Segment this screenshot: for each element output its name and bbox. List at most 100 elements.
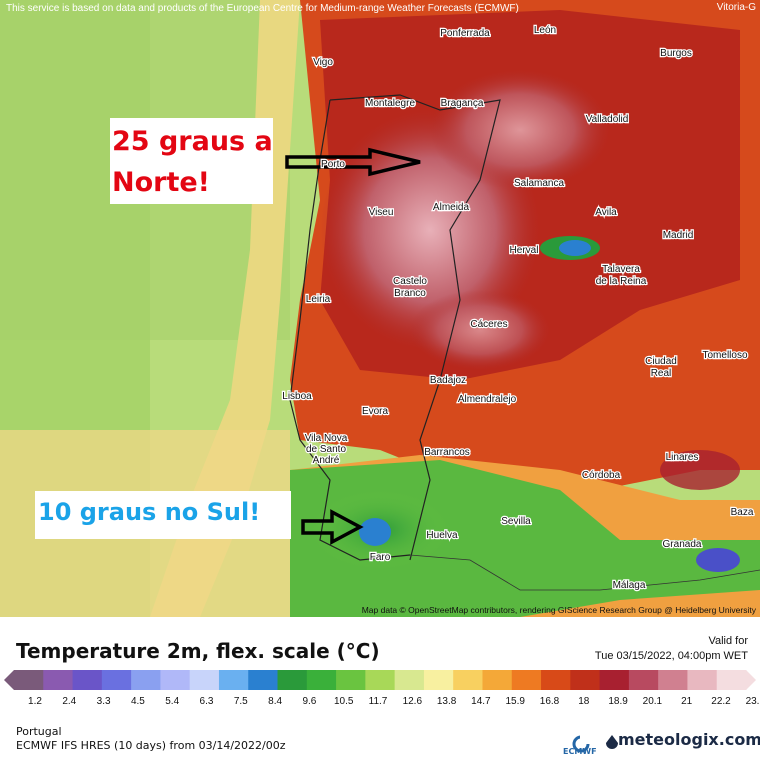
color-scale-tick-label: 8.4 <box>268 696 283 707</box>
color-scale-segment <box>306 670 337 690</box>
color-scale-tick-label: 9.6 <box>302 696 317 707</box>
legend-panel: Temperature 2m, flex. scale (°C) Valid f… <box>0 617 760 760</box>
color-scale-bar <box>4 670 756 690</box>
meteologix-logo-icon <box>606 735 618 749</box>
city-label: Linares <box>666 452 699 463</box>
city-label: Burgos <box>660 48 692 59</box>
color-scale-tick-label: 10.5 <box>333 696 354 707</box>
color-scale-tick-label: 4.5 <box>130 696 145 707</box>
color-scale-tick-label: 6.3 <box>199 696 214 707</box>
color-scale-tick-label: 18.9 <box>608 696 628 707</box>
ecmwf-logo-icon <box>572 735 599 753</box>
city-label: de Santo <box>306 444 346 455</box>
color-scale-segment <box>189 670 220 690</box>
color-scale-segment <box>570 670 601 690</box>
color-scale-segment <box>277 670 308 690</box>
color-scale-tick-label: 2.4 <box>62 696 77 707</box>
city-label: Córdoba <box>582 470 621 481</box>
city-label: Porto <box>321 159 345 170</box>
color-scale-segment <box>453 670 483 690</box>
city-label: Baza <box>731 507 754 518</box>
brand-text: meteologix.com <box>618 730 760 749</box>
color-scale-min-arrow <box>4 670 14 690</box>
color-scale-segment <box>599 670 630 690</box>
color-scale-segment <box>541 670 571 690</box>
color-scale-segment <box>72 670 103 690</box>
color-scale-segment <box>658 670 688 690</box>
color-scale-tick-label: 13.8 <box>436 696 457 707</box>
temperature-map[interactable]: Ponferrada León Burgos Vigo Montalegre Bragan… <box>0 0 760 617</box>
city-label: Almeida <box>433 202 470 213</box>
color-scale-tick-label: 18 <box>578 696 590 707</box>
color-scale-segment <box>482 670 513 690</box>
city-label: Granada <box>663 539 702 550</box>
city-label: Avila <box>595 207 617 218</box>
city-label: Herval <box>510 245 539 256</box>
color-scale-tick-label: 1.2 <box>28 696 42 707</box>
color-scale-tick-label: 21 <box>681 696 693 707</box>
city-label: Montalegre <box>365 98 415 109</box>
color-scale-tick-label: 22.2 <box>711 696 731 707</box>
city-label: León <box>534 25 556 36</box>
valid-label: Valid for <box>708 635 748 647</box>
city-label: Almendralejo <box>458 394 517 405</box>
city-label: Real <box>651 368 672 379</box>
color-scale-tick-label: 20.1 <box>642 696 663 707</box>
color-scale-segment <box>131 670 161 690</box>
north-annotation-box <box>110 118 273 204</box>
color-scale-tick-label: 7.5 <box>233 696 248 707</box>
region-label: Portugal <box>16 725 62 738</box>
color-scale-segment <box>687 670 718 690</box>
color-scale-segment <box>160 670 191 690</box>
color-scale-tick-label: 3.3 <box>96 696 111 707</box>
color-scale-segment <box>365 670 396 690</box>
city-label: Tomelloso <box>702 350 747 361</box>
corner-city-label: Vitoria-G <box>716 2 756 13</box>
city-label: Vigo <box>313 57 333 68</box>
color-scale-tick-label: 14.7 <box>471 696 491 707</box>
city-label: Salamanca <box>514 178 564 189</box>
map-canvas: Ponferrada León Burgos Vigo Montalegre Bragan… <box>0 0 760 617</box>
brand-label[interactable]: meteologix.com <box>608 730 760 749</box>
city-label: Badajoz <box>430 375 466 386</box>
city-label: Branco <box>394 288 426 299</box>
legend-title: Temperature 2m, flex. scale (°C) <box>16 639 380 663</box>
city-label: Castelo <box>393 276 427 287</box>
city-label: Vila Nova <box>305 433 348 444</box>
city-label: Viseu <box>369 207 394 218</box>
ecmwf-label: ECMWF <box>563 747 597 756</box>
city-label: Huelva <box>426 530 458 541</box>
city-label: Leiria <box>306 294 331 305</box>
map-attribution[interactable]: Map data © OpenStreetMap contributors, r… <box>361 605 756 615</box>
city-label: de la Reina <box>596 276 647 287</box>
city-label: Lisboa <box>282 391 312 402</box>
color-scale-segment <box>336 670 366 690</box>
color-scale-segment <box>14 670 44 690</box>
north-annotation: 25 graus a Norte! <box>112 126 273 198</box>
city-label: Ponferrada <box>440 28 490 39</box>
color-scale-segment <box>423 670 454 690</box>
color-scale-segment <box>628 670 659 690</box>
south-annotation-box <box>35 491 291 539</box>
city-label: Faro <box>370 552 391 563</box>
color-scale-tick-label: 11.7 <box>368 696 388 707</box>
north-arrow <box>285 147 421 177</box>
color-scale-segment <box>716 670 747 690</box>
city-label: Evora <box>362 406 389 417</box>
color-scale-max-arrow <box>746 670 756 690</box>
city-label: Bragança <box>441 98 484 109</box>
south-arrow <box>301 509 364 545</box>
city-label: Madrid <box>663 230 694 241</box>
color-scale-tick-label: 5.4 <box>165 696 180 707</box>
city-labels: Ponferrada León Burgos Vigo Montalegre Bragan… <box>281 24 755 593</box>
color-scale-segment <box>248 670 279 690</box>
data-notice: This service is based on data and produc… <box>6 3 519 14</box>
city-label: Málaga <box>613 580 646 591</box>
color-scale-tick-label: 16.8 <box>539 696 560 707</box>
color-scale-segment <box>218 670 249 690</box>
color-scale-segment <box>394 670 425 690</box>
city-label: Barrancos <box>424 447 470 458</box>
city-label: Ciudad <box>645 356 677 367</box>
color-scale-segment <box>43 670 74 690</box>
south-annotation: 10 graus no Sul! <box>38 498 261 526</box>
